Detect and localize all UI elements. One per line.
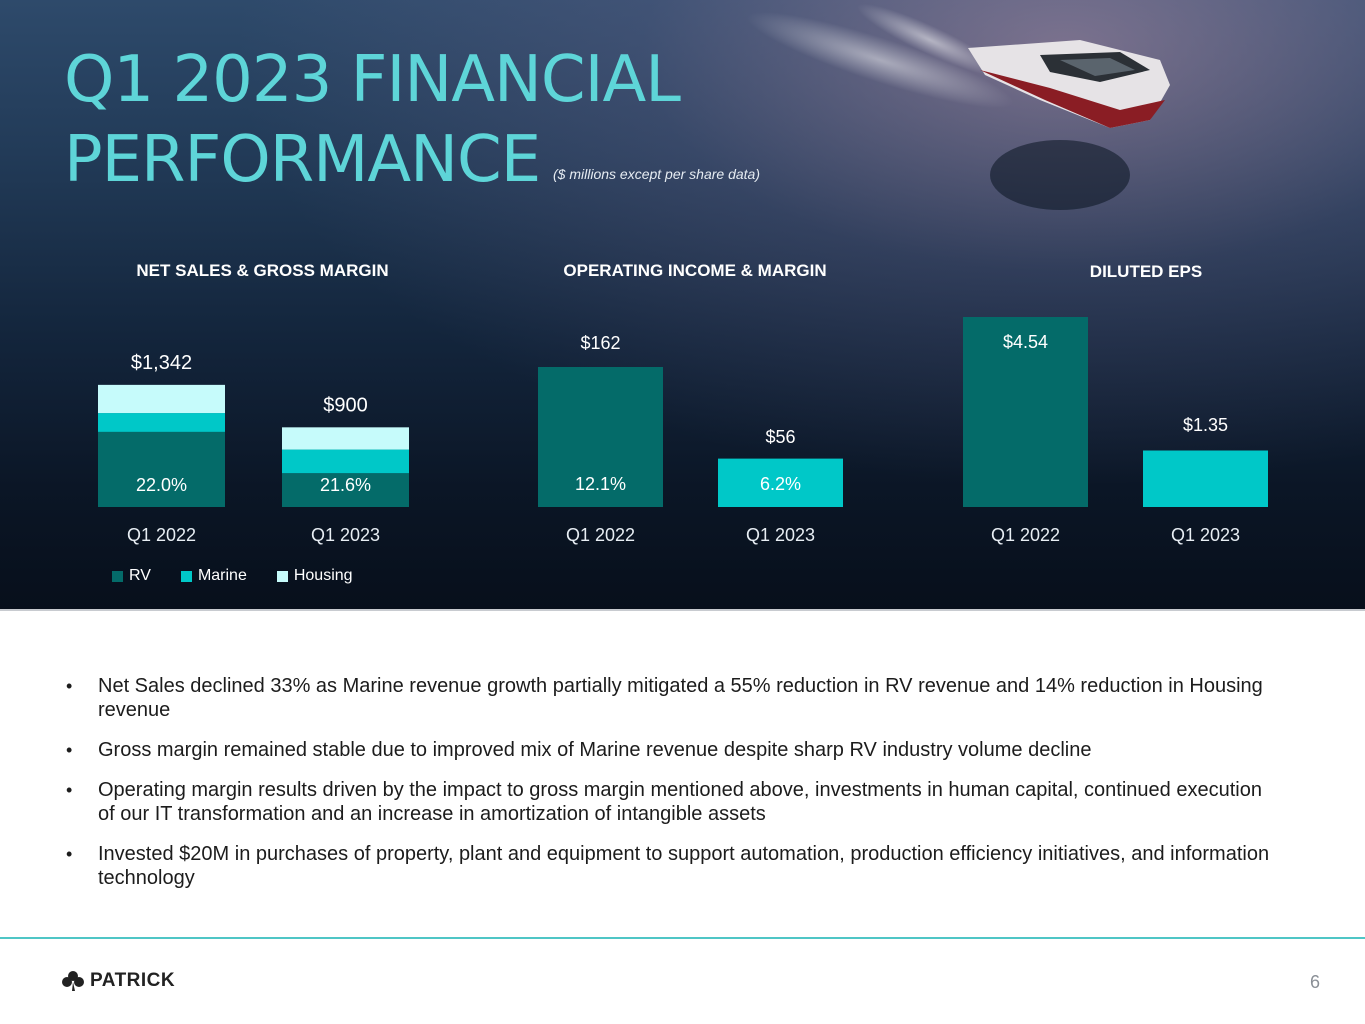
op-x-tick-label-0: Q1 2022 [566,525,635,545]
op-income-bar-1 [718,458,843,507]
eps-bar-0 [963,317,1088,507]
op-income-bar-0 [538,367,663,507]
x-tick-label-1: Q1 2023 [311,525,380,545]
bar-rv-0 [98,431,225,507]
op-margin-label-0: 12.1% [575,474,626,494]
op-income-value-0: $162 [580,333,620,353]
page-title: Q1 2023 FINANCIAL PERFORMANCE [64,40,681,200]
chart-legend: RV Marine Housing [112,567,353,585]
x-tick-label-0: Q1 2022 [127,525,196,545]
legend-item-housing: Housing [276,567,353,585]
bar-rv-1 [282,473,409,507]
eps-chart-title: DILUTED EPS [1089,262,1203,281]
bullet-operating-margin: Operating margin results driven by the i… [60,778,1280,826]
total-label-0: $1,342 [131,352,192,374]
bar-housing-0 [98,384,225,414]
bar-housing-1 [282,427,409,450]
units-note: ($ millions except per share data) [553,166,760,182]
total-label-1: $900 [323,394,368,416]
margin-label-0: 22.0% [136,475,187,495]
charts-area: $1,342 22.0% Q1 2022 $900 21.6% Q1 2023 $162 12… [98,317,1268,545]
bar-marine-0 [98,413,225,432]
bar-marine-1 [282,449,409,474]
key-points-list: Net Sales declined 33% as Marine revenue… [60,674,1280,906]
margin-label-1: 21.6% [320,475,371,495]
legend-item-rv: RV [112,567,151,585]
title-line-1: Q1 2023 FINANCIAL [64,43,681,117]
operating-income-chart-title: OPERATING INCOME & MARGIN [563,261,827,280]
eps-value-0: $4.54 [1003,332,1048,352]
eps-bar-1 [1143,450,1268,507]
bullet-gross-margin: Gross margin remained stable due to impr… [60,738,1280,762]
hero-banner [0,0,1365,610]
legend-swatch-marine [180,570,192,582]
legend-swatch-housing [276,570,288,582]
eps-value-1: $1.35 [1183,415,1228,435]
page-number: 6 [1309,972,1320,992]
bullet-capex: Invested $20M in purchases of property, … [60,842,1280,890]
bullet-net-sales: Net Sales declined 33% as Marine revenue… [60,674,1280,722]
eps-x-tick-label-1: Q1 2023 [1171,525,1240,545]
legend-item-marine: Marine [180,567,247,585]
net-sales-chart-title: NET SALES & GROSS MARGIN [136,261,389,280]
clover-icon [62,971,84,991]
section-divider [0,609,1365,611]
footer-divider [0,937,1365,939]
op-margin-label-1: 6.2% [760,474,801,494]
logo-text: PATRICK [90,970,176,991]
op-x-tick-label-1: Q1 2023 [746,525,815,545]
op-income-value-1: $56 [765,427,795,447]
patrick-logo: PATRICK [62,970,175,992]
legend-swatch-rv [112,570,123,582]
boat-photo [746,3,1170,210]
title-line-2: PERFORMANCE [64,123,541,197]
eps-x-tick-label-0: Q1 2022 [991,525,1060,545]
